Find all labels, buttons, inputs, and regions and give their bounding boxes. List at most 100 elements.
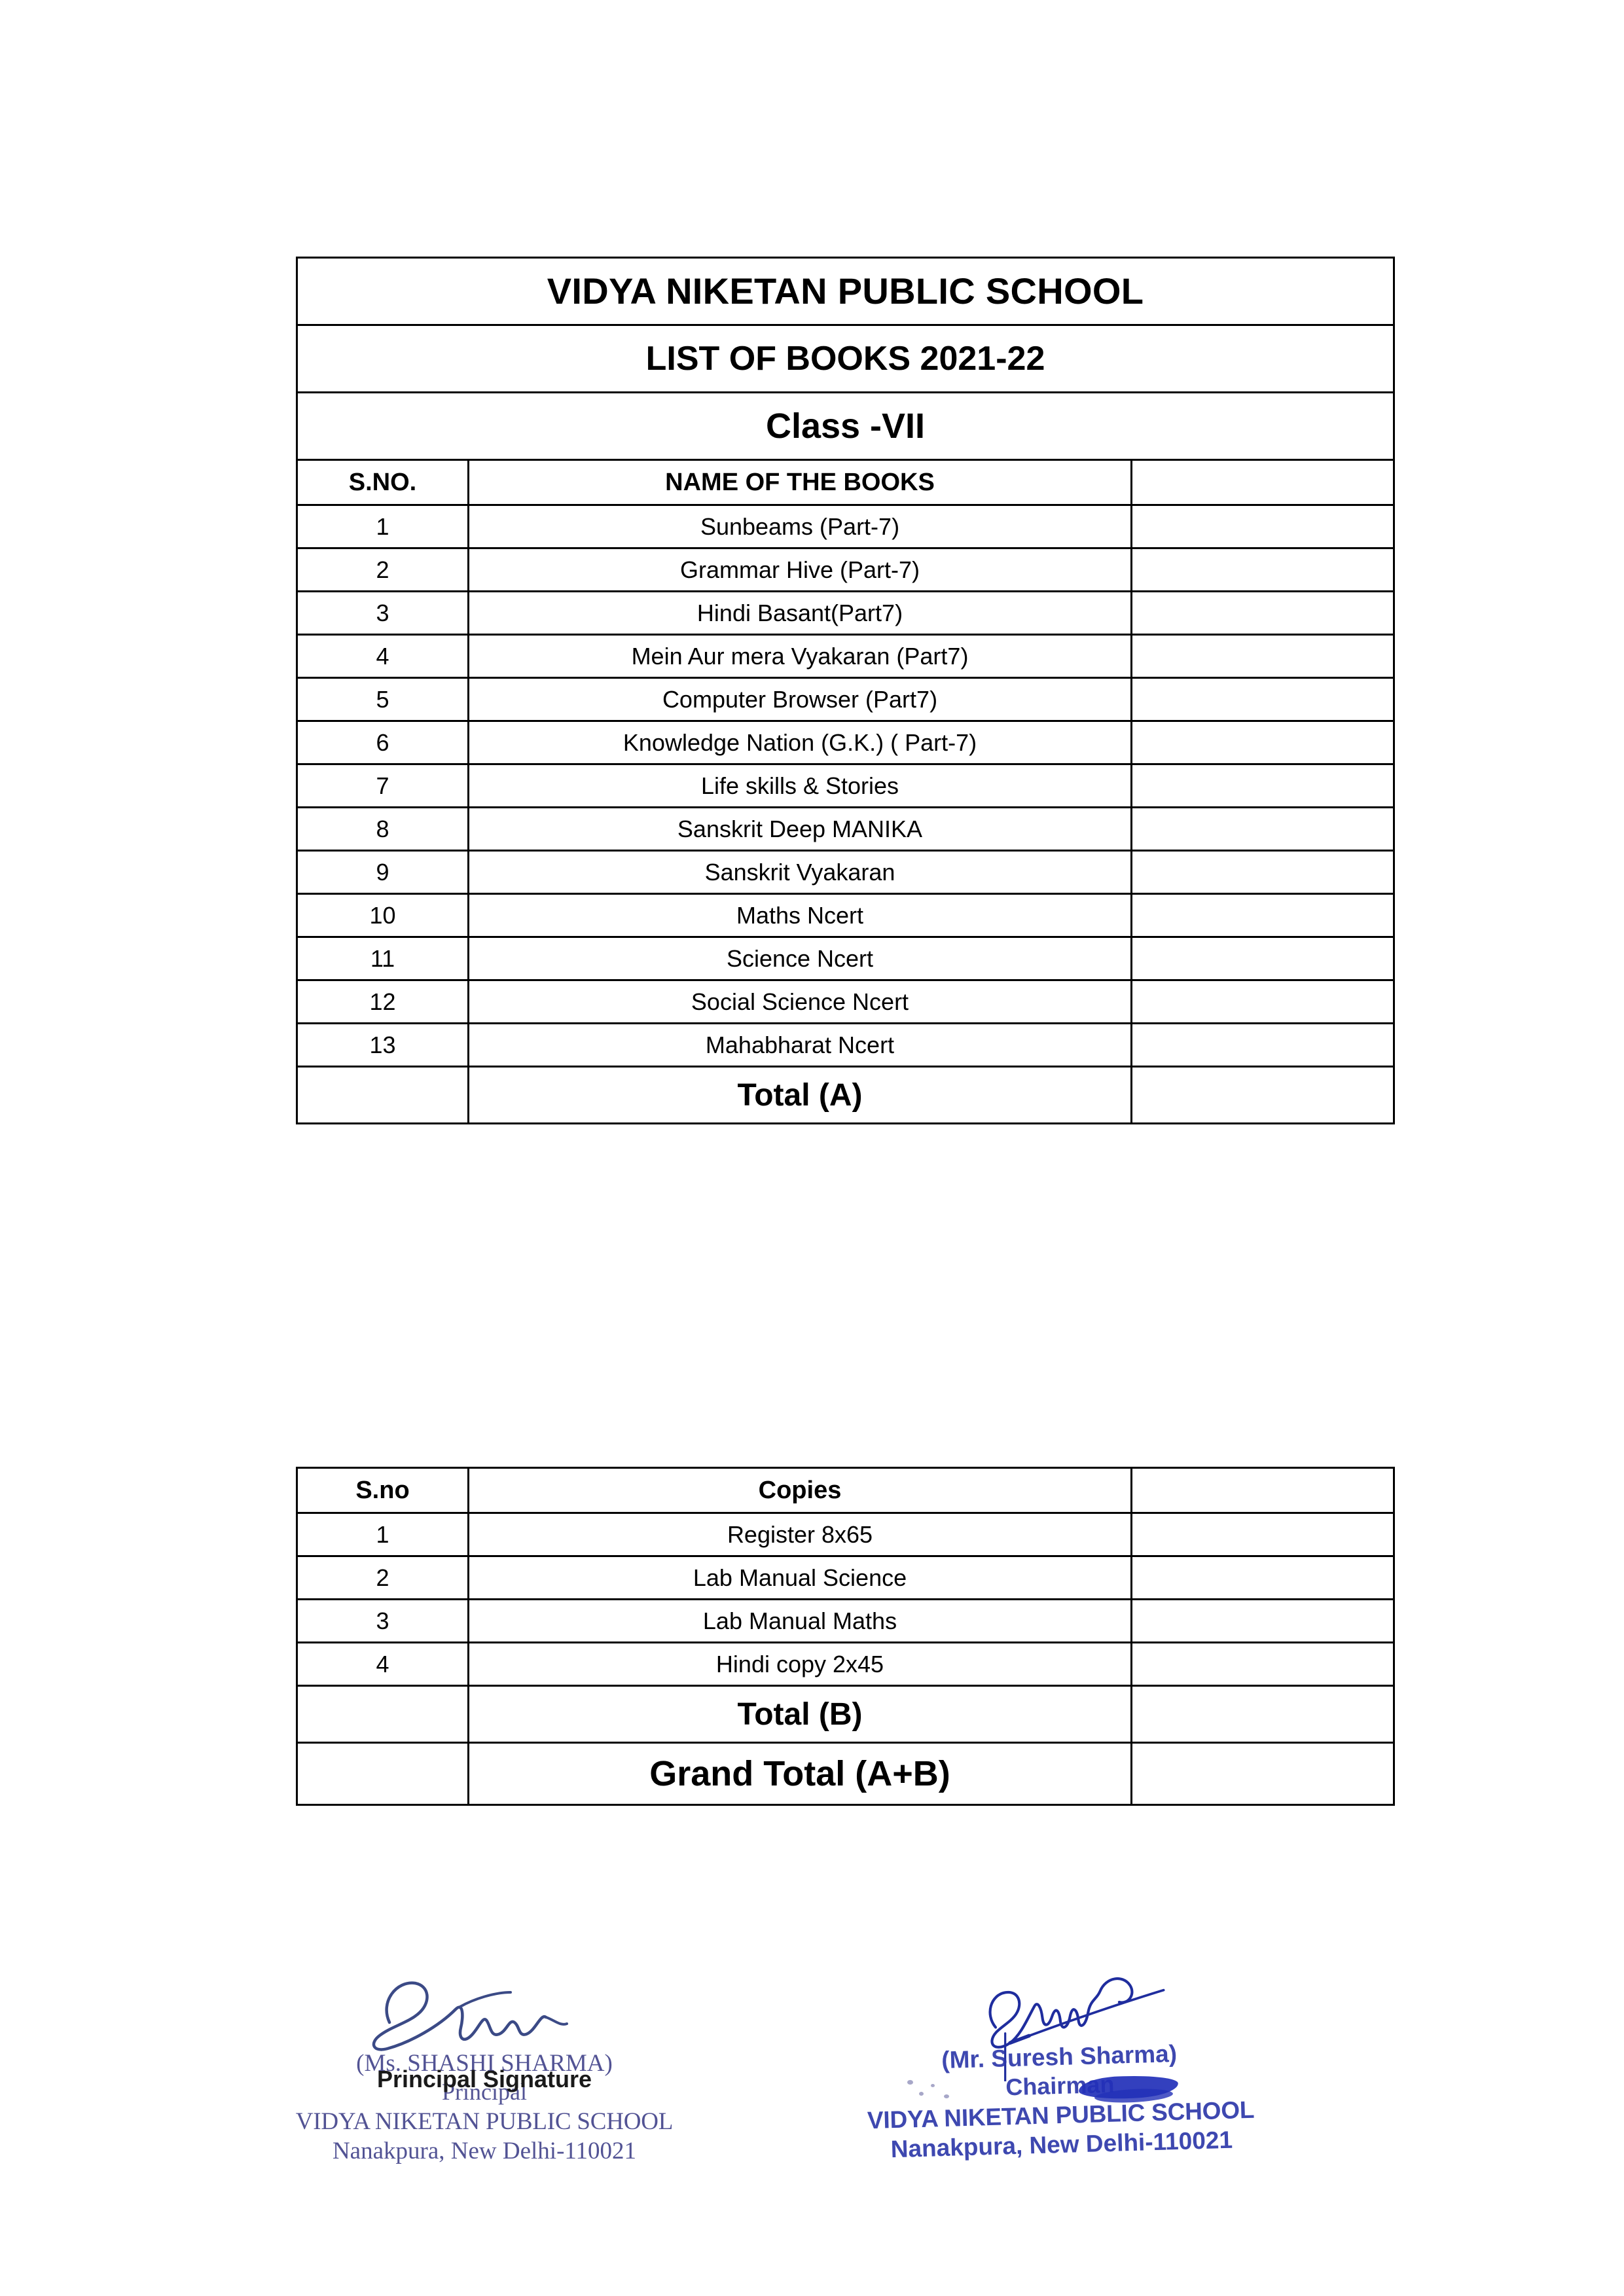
row-qty <box>1130 806 1396 852</box>
row-name-text: Science Ncert <box>726 944 874 972</box>
row-sno-text: 11 <box>370 944 395 972</box>
row-sno-text: 5 <box>376 685 389 713</box>
row-sno: 5 <box>296 677 469 722</box>
row-sno: 6 <box>296 720 469 765</box>
row-name-text: Mein Aur mera Vyakaran (Part7) <box>631 642 969 670</box>
row-qty <box>1130 850 1396 895</box>
row-name: Sanskrit Deep MANIKA <box>467 806 1132 852</box>
principal-stamp-address: Nanakpura, New Delhi-110021 <box>332 2138 637 2165</box>
table-row: 1 Sunbeams (Part-7) <box>296 504 1396 549</box>
table-row: 6 Knowledge Nation (G.K.) ( Part-7) <box>296 720 1396 765</box>
class-label-row: Class -VII <box>295 391 1396 461</box>
row-name-text: Register 8x65 <box>727 1520 873 1548</box>
row-name-text: Sanskrit Deep MANIKA <box>677 815 923 842</box>
signature-area: (Ms. SHASHI SHARMA) Principal VIDYA NIKE… <box>0 1937 1624 2245</box>
table-row: 13 Mahabharat Ncert <box>296 1022 1396 1067</box>
row-sno: 12 <box>296 979 469 1024</box>
table-row: 11 Science Ncert <box>296 936 1396 981</box>
table-row: 3 Lab Manual Maths <box>296 1598 1395 1643</box>
row-qty <box>1130 720 1396 765</box>
row-sno-text: 1 <box>376 512 389 540</box>
class-label-text: Class -VII <box>765 406 926 446</box>
row-name: Hindi copy 2x45 <box>467 1641 1132 1687</box>
copies-table: S.no Copies 1 Register 8x65 2 Lab Manual… <box>296 1467 1395 1806</box>
row-name-text: Social Science Ncert <box>691 988 909 1015</box>
row-name: Grammar Hive (Part-7) <box>467 547 1132 592</box>
copies-header-row: S.no Copies <box>296 1467 1395 1514</box>
table-row: 9 Sanskrit Vyakaran <box>296 850 1396 895</box>
table-row: 2 Lab Manual Science <box>296 1555 1395 1600</box>
principal-stamp-school: VIDYA NIKETAN PUBLIC SCHOOL <box>295 2108 674 2136</box>
row-name: Social Science Ncert <box>467 979 1132 1024</box>
row-name: Mahabharat Ncert <box>467 1022 1132 1067</box>
grand-total-label: Grand Total (A+B) <box>467 1742 1132 1806</box>
row-sno: 2 <box>296 1555 469 1600</box>
copies-header-name: Copies <box>467 1467 1132 1514</box>
row-sno: 13 <box>296 1022 469 1067</box>
row-name: Science Ncert <box>467 936 1132 981</box>
row-sno-text: 2 <box>376 556 389 583</box>
row-qty <box>1130 590 1396 636</box>
row-name: Lab Manual Maths <box>467 1598 1132 1643</box>
books-total-sno <box>296 1066 469 1124</box>
row-sno: 9 <box>296 850 469 895</box>
table-row: 7 Life skills & Stories <box>296 763 1396 808</box>
row-name-text: Lab Manual Maths <box>702 1607 897 1634</box>
books-header-sno-text: S.NO. <box>348 468 417 496</box>
row-sno: 4 <box>296 1641 469 1687</box>
row-sno-text: 12 <box>369 988 396 1015</box>
list-title-text: LIST OF BOOKS 2021-22 <box>645 340 1045 378</box>
row-sno-text: 8 <box>376 815 389 842</box>
school-name-row: VIDYA NIKETAN PUBLIC SCHOOL <box>295 257 1396 326</box>
ink-speck <box>931 2084 935 2087</box>
table-row: 12 Social Science Ncert <box>296 979 1396 1024</box>
copies-total-label: Total (B) <box>467 1685 1132 1744</box>
row-sno: 7 <box>296 763 469 808</box>
row-name: Register 8x65 <box>467 1512 1132 1557</box>
books-total-row: Total (A) <box>296 1066 1396 1124</box>
row-name-text: Knowledge Nation (G.K.) ( Part-7) <box>623 728 977 756</box>
books-header-row: S.NO. NAME OF THE BOOKS <box>296 459 1396 506</box>
row-name-text: Hindi copy 2x45 <box>715 1650 884 1677</box>
chairman-handwritten-signature <box>988 1977 1165 2081</box>
row-name: Sunbeams (Part-7) <box>467 504 1132 549</box>
row-name: Life skills & Stories <box>467 763 1132 808</box>
chairman-stamp: (Mr. Suresh Sharma) Chairman VIDYA NIKET… <box>850 2036 1272 2165</box>
row-name: Mein Aur mera Vyakaran (Part7) <box>467 634 1132 679</box>
row-sno: 1 <box>296 504 469 549</box>
row-sno: 8 <box>296 806 469 852</box>
books-header-qty <box>1130 459 1396 506</box>
row-sno-text: 9 <box>376 858 389 886</box>
ink-speck <box>919 2092 924 2096</box>
principal-stamp-role: Principal <box>442 2079 527 2106</box>
copies-total-sno <box>296 1685 469 1744</box>
row-name-text: Lab Manual Science <box>693 1564 907 1591</box>
chairman-signature-block: (Mr. Suresh Sharma) Chairman VIDYA NIKET… <box>851 1937 1270 2219</box>
row-sno-text: 7 <box>376 772 389 799</box>
row-sno-text: 4 <box>376 642 389 670</box>
grand-total-label-text: Grand Total (A+B) <box>649 1754 950 1793</box>
table-row: 8 Sanskrit Deep MANIKA <box>296 806 1396 852</box>
row-name-text: Life skills & Stories <box>700 772 899 799</box>
table-row: 4 Hindi copy 2x45 <box>296 1641 1395 1687</box>
row-name: Maths Ncert <box>467 893 1132 938</box>
ink-speck <box>944 2094 949 2098</box>
row-qty <box>1130 1641 1395 1687</box>
table-row: 4 Mein Aur mera Vyakaran (Part7) <box>296 634 1396 679</box>
table-row: 1 Register 8x65 <box>296 1512 1395 1557</box>
principal-signature-label: Principal Signature <box>376 2066 592 2092</box>
row-sno-text: 3 <box>376 599 389 626</box>
books-header-sno: S.NO. <box>296 459 469 506</box>
row-name: Computer Browser (Part7) <box>467 677 1132 722</box>
row-sno-text: 2 <box>376 1564 389 1591</box>
table-row: 5 Computer Browser (Part7) <box>296 677 1396 722</box>
row-qty <box>1130 634 1396 679</box>
row-name-text: Sunbeams (Part-7) <box>700 512 900 540</box>
row-qty <box>1130 677 1396 722</box>
table-row: 2 Grammar Hive (Part-7) <box>296 547 1396 592</box>
row-sno-text: 3 <box>376 1607 389 1634</box>
row-sno: 3 <box>296 590 469 636</box>
row-qty <box>1130 1022 1396 1067</box>
table-row: 10 Maths Ncert <box>296 893 1396 938</box>
